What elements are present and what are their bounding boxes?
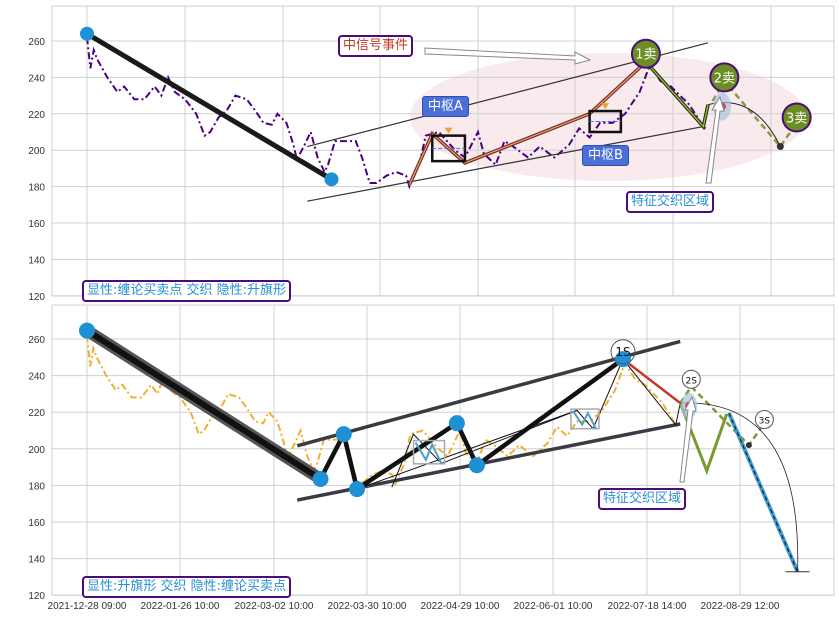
bottom-olive-dashed <box>679 384 766 448</box>
y-tick-label: 200 <box>28 146 45 157</box>
y-tick-label: 160 <box>28 219 45 230</box>
sell-point-marker <box>781 102 812 133</box>
top-legend-label: 显性:缠论买卖点 交织 隐性:升旗形 <box>82 280 292 302</box>
sell-point-label: 2卖 <box>714 71 735 86</box>
price-series-top <box>86 37 707 190</box>
y-tick-label: 240 <box>28 372 45 383</box>
bottom-pivot-dot <box>312 470 329 487</box>
bottom-pivot-dot <box>468 457 485 474</box>
bottom-main-path <box>318 357 625 493</box>
signal-arrow-icon <box>424 47 592 65</box>
bottom-pivot-dot <box>349 481 366 498</box>
y-tick-label: 240 <box>28 73 45 84</box>
top-up-path-inner <box>408 61 647 186</box>
bottom-legend-label: 显性:升旗形 交织 隐性:缠论买卖点 <box>82 576 292 598</box>
hub-pointer-icon <box>601 103 610 110</box>
bottom-pivot-dot <box>79 322 95 339</box>
x-tick-label: 2021-12-28 09:00 <box>48 601 127 612</box>
bottom-hub-box <box>412 439 446 465</box>
bottom-sell-label: 1S <box>615 345 630 359</box>
y-tick-label: 160 <box>28 518 45 529</box>
hub-a-label: 中枢A <box>422 96 469 117</box>
y-tick-label: 200 <box>28 445 45 456</box>
bottom-sell-label: 2S <box>686 376 698 386</box>
x-tick-label: 2022-08-29 12:00 <box>701 601 780 612</box>
bottom-blue-dash <box>728 412 799 572</box>
y-tick-label: 180 <box>28 183 45 194</box>
x-tick-label: 2022-06-01 10:00 <box>514 601 593 612</box>
top-pivot-dot <box>324 172 339 187</box>
sell-point-label: 3卖 <box>786 111 807 126</box>
top-channel-lower <box>307 125 704 202</box>
price-series-bottom <box>86 335 679 489</box>
top-downtrend-line <box>85 31 333 182</box>
bottom-arc <box>680 402 799 572</box>
bottom-zone-label: 特征交织区域 <box>598 488 687 510</box>
bottom-red-segment <box>622 358 681 405</box>
top-end-dot <box>776 143 784 151</box>
y-tick-label: 180 <box>28 481 45 492</box>
top-pivot-dot <box>80 26 94 41</box>
y-tick-label: 120 <box>28 591 45 602</box>
bottom-pivot-dot <box>448 415 465 432</box>
y-tick-label: 260 <box>28 335 45 346</box>
bottom-thin-path-2 <box>356 409 578 490</box>
bottom-sell-label: 3S <box>759 417 771 427</box>
x-tick-label: 2022-01-26 10:00 <box>141 601 220 612</box>
y-tick-label: 140 <box>28 255 45 266</box>
sell-point-marker <box>709 62 740 93</box>
y-tick-label: 220 <box>28 110 45 121</box>
bottom-zone-arrow-icon <box>679 395 697 483</box>
bottom-sell-marker <box>754 410 774 430</box>
y-tick-label: 120 <box>28 292 45 303</box>
signal-event-label: 中信号事件 <box>338 35 414 57</box>
bottom-hub-zigzag <box>414 442 443 465</box>
x-tick-label: 2022-04-29 10:00 <box>421 601 500 612</box>
x-tick-label: 2022-03-02 10:00 <box>235 601 314 612</box>
bottom-pivot-dot <box>335 426 352 443</box>
sell-point-label: 1卖 <box>635 48 656 63</box>
y-tick-label: 140 <box>28 555 45 566</box>
bottom-downtrend-line <box>85 328 323 482</box>
y-tick-label: 220 <box>28 408 45 419</box>
x-tick-label: 2022-03-30 10:00 <box>328 601 407 612</box>
hub-b-label: 中枢B <box>582 145 629 166</box>
interweave-ellipse <box>410 53 806 181</box>
bottom-end-dot <box>745 442 752 449</box>
bottom-hub-box <box>570 408 600 430</box>
hub-pointer-icon <box>444 127 453 134</box>
plot-frame <box>51 304 835 596</box>
sell-point-marker <box>630 38 661 69</box>
zone-arrow-icon <box>705 95 725 184</box>
bottom-hub-zigzag <box>572 410 597 430</box>
top-zone-label: 特征交织区域 <box>626 191 715 213</box>
top-down-path-inner <box>645 61 709 128</box>
bottom-sell-marker <box>610 339 636 365</box>
y-tick-label: 260 <box>28 37 45 48</box>
x-tick-label: 2022-07-18 14:00 <box>608 601 687 612</box>
bottom-sell-marker <box>681 369 701 389</box>
